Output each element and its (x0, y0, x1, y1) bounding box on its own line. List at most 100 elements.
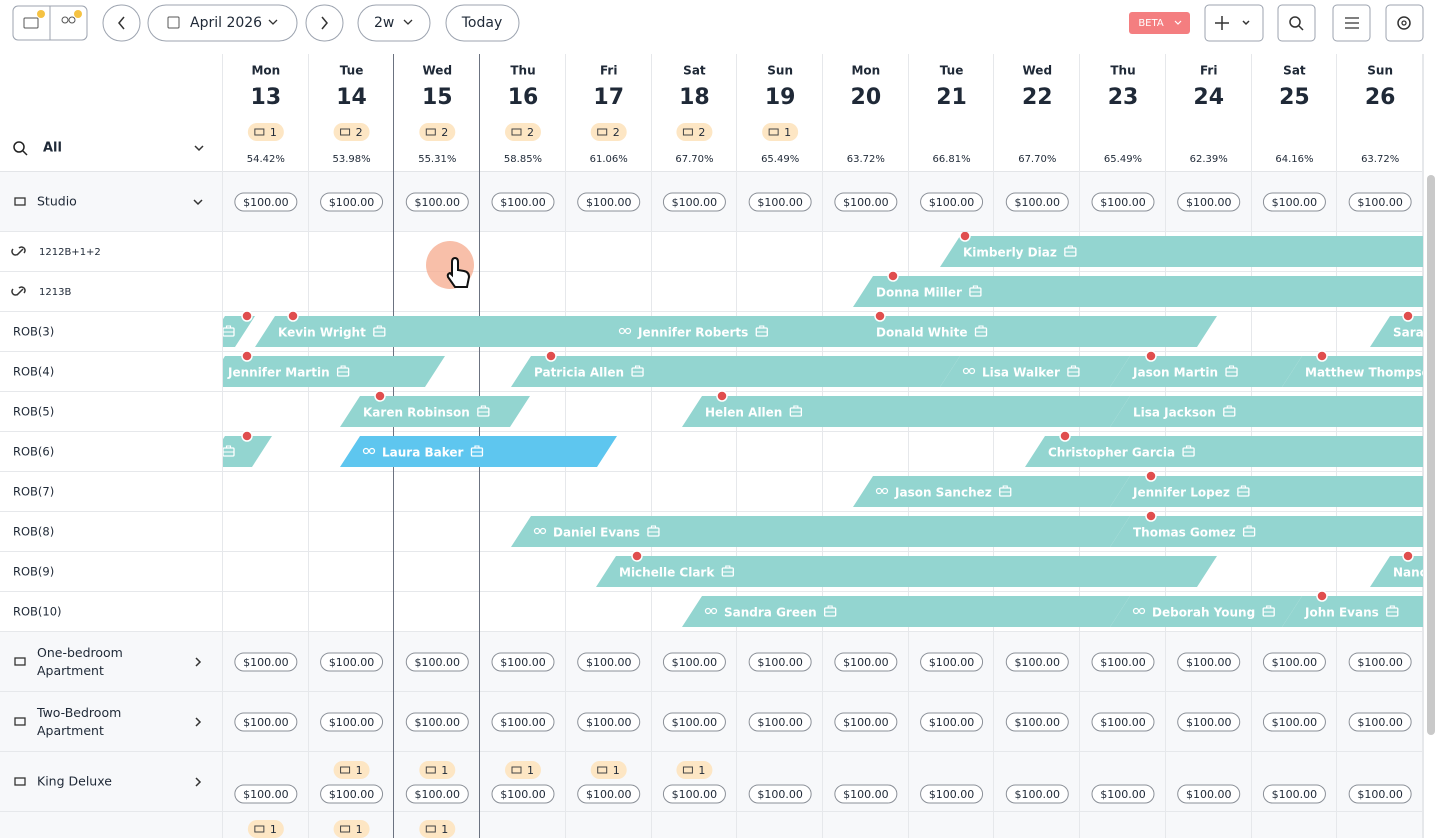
date: 26 (1365, 85, 1396, 110)
range-picker[interactable] (357, 4, 431, 42)
booking-bar[interactable] (511, 516, 1130, 547)
price-pill (491, 784, 555, 804)
status-dot (1402, 310, 1414, 322)
booked-count: 1 (356, 764, 363, 777)
price-pill (320, 712, 384, 732)
date: 24 (1193, 85, 1224, 110)
toolbar: April 2026 2w Today BETA (12, 4, 1424, 42)
booking-bar[interactable] (596, 316, 875, 347)
room-name: ROB(9) (13, 565, 54, 579)
status-dot (241, 310, 253, 322)
price-pill (405, 192, 469, 212)
weekday: Sat (1283, 64, 1306, 78)
category-name-line: Apartment (37, 723, 104, 738)
add-button[interactable] (1204, 4, 1264, 42)
guest-name: Jason Sanchez (894, 486, 992, 500)
price: $100.00 (1186, 716, 1232, 729)
booking-bar[interactable] (1282, 596, 1438, 627)
guest-name: Matthew Thompson (1305, 366, 1438, 380)
booking-bar[interactable] (205, 316, 255, 347)
booking-bar[interactable] (205, 436, 272, 467)
price-pill (662, 712, 726, 732)
month-picker[interactable] (147, 4, 298, 42)
price: $100.00 (672, 196, 718, 209)
status-dot (287, 310, 299, 322)
weekday: Tue (340, 64, 364, 78)
price: $100.00 (586, 656, 632, 669)
booking-bar[interactable] (255, 316, 617, 347)
filter-label[interactable]: All (43, 141, 62, 156)
briefcase-icon (1223, 405, 1235, 413)
weekday: Sun (767, 64, 793, 78)
booking-bar[interactable] (1025, 436, 1438, 467)
booking-bar[interactable] (511, 356, 960, 387)
booked-count: 1 (527, 764, 534, 777)
price-pill (1348, 712, 1412, 732)
guests-icon (368, 447, 376, 455)
booking-bar[interactable] (682, 596, 1130, 627)
price: $100.00 (929, 656, 975, 669)
booked-count: 2 (698, 126, 705, 139)
today-button[interactable] (445, 4, 520, 42)
price-pill (1005, 784, 1069, 804)
chevron-down (268, 19, 278, 25)
room-name: ROB(8) (13, 525, 54, 539)
price-pill (1005, 652, 1069, 672)
beta-badge[interactable] (1129, 12, 1190, 34)
guest-name: Lisa Jackson (1133, 406, 1216, 420)
price-pill (1177, 192, 1241, 212)
price-pill (1091, 784, 1155, 804)
booking-bar[interactable] (1110, 356, 1302, 387)
price: $100.00 (757, 656, 803, 669)
prev-button[interactable] (102, 4, 141, 42)
booked-badge (676, 761, 713, 779)
booked-count: 1 (613, 764, 620, 777)
price: $100.00 (1100, 716, 1146, 729)
date: 19 (765, 85, 796, 110)
booking-bar[interactable] (596, 556, 1217, 587)
booking-bar[interactable] (340, 396, 530, 427)
booking-bar[interactable] (853, 316, 1217, 347)
sliders-icon (1345, 17, 1359, 29)
chevron-down[interactable] (194, 145, 204, 152)
price-pill (1091, 192, 1155, 212)
booking-bar[interactable] (1370, 316, 1438, 347)
booking-bar[interactable] (1110, 516, 1438, 547)
chevron-right (195, 777, 202, 787)
weekday: Thu (1110, 64, 1135, 78)
price-pill (1091, 712, 1155, 732)
occupancy: 67.70% (1018, 154, 1056, 165)
guest-name: Michelle Clark (619, 566, 715, 580)
settings-button[interactable] (1385, 4, 1424, 42)
guest-name: Patricia Allen (534, 366, 624, 380)
price-pill (920, 652, 984, 672)
price: $100.00 (1186, 196, 1232, 209)
search-button[interactable] (1277, 4, 1316, 42)
booking-bar[interactable] (205, 356, 445, 387)
briefcase-icon (223, 325, 234, 333)
occupancy: 62.39% (1190, 154, 1228, 165)
room-name: ROB(7) (13, 485, 54, 499)
booking-bar[interactable] (1370, 556, 1438, 587)
bed-icon (14, 717, 26, 726)
booking-bar[interactable] (853, 276, 1438, 307)
booking-bar[interactable] (1282, 356, 1438, 387)
guests-icon (533, 527, 541, 535)
booking-bar[interactable] (940, 356, 1130, 387)
booking-bar[interactable] (1110, 596, 1302, 627)
price: $100.00 (243, 788, 289, 801)
chevron-right (195, 717, 202, 727)
booking-bar[interactable] (940, 236, 1438, 267)
booking-bar[interactable] (682, 396, 1130, 427)
booking-bar[interactable] (1110, 396, 1438, 427)
bed-icon (23, 17, 39, 29)
date: 22 (1022, 85, 1053, 110)
guests-icon (962, 367, 970, 375)
price: $100.00 (1186, 788, 1232, 801)
next-button[interactable] (305, 4, 344, 42)
booking-bar[interactable] (853, 476, 1130, 507)
booked-badge (676, 123, 713, 141)
month-label: April 2026 (190, 15, 262, 31)
scrollbar[interactable] (1427, 175, 1435, 735)
booking-bar[interactable] (1110, 476, 1438, 507)
